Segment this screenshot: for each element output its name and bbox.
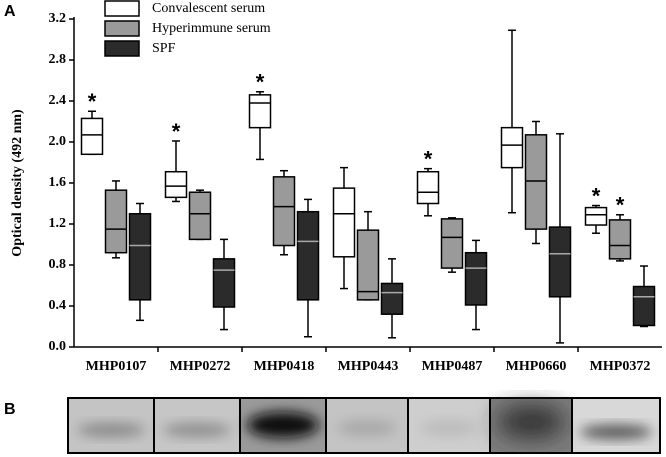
x-tick-label: MHP0372: [590, 359, 651, 374]
box: [524, 134, 548, 230]
y-tick-label: 2.8: [49, 52, 67, 67]
box: [332, 187, 356, 258]
significance-mark: *: [256, 70, 265, 95]
lane: [69, 399, 153, 452]
significance-mark: *: [616, 193, 625, 218]
box: [416, 170, 440, 205]
x-tick-label: MHP0418: [254, 359, 315, 374]
x-tick-label: MHP0487: [422, 359, 483, 374]
box: [440, 218, 464, 269]
box: [128, 213, 152, 301]
y-axis-label: Optical density (492 nm): [10, 109, 25, 257]
panel-label: B: [4, 401, 16, 418]
y-tick-label: 0.4: [49, 298, 67, 313]
box: [80, 117, 104, 156]
box: [356, 229, 380, 301]
box: [500, 126, 524, 169]
legend-label: SPF: [152, 41, 176, 56]
x-tick-label: MHP0443: [338, 359, 399, 374]
lane: [573, 399, 659, 452]
x-tick-label: MHP0107: [86, 359, 147, 374]
y-tick-label: 0.0: [49, 339, 67, 354]
lane: [409, 399, 489, 452]
y-tick-label: 2.0: [49, 134, 67, 149]
box: [188, 191, 212, 241]
legend-swatch: [104, 20, 140, 37]
legend-swatch: [104, 40, 140, 57]
box: [464, 251, 488, 306]
box: [248, 94, 272, 129]
lane: [491, 399, 571, 452]
x-tick-label: MHP0272: [170, 359, 231, 374]
y-tick-label: 2.4: [49, 93, 67, 108]
lane: [155, 399, 239, 452]
significance-mark: *: [592, 183, 601, 208]
significance-mark: *: [88, 89, 97, 114]
legend-label: Convalescent serum: [152, 1, 265, 16]
box: [296, 210, 320, 301]
legend-label: Hyperimmune serum: [152, 21, 271, 36]
significance-mark: *: [424, 146, 433, 171]
y-tick-label: 3.2: [49, 11, 67, 26]
box: [104, 189, 128, 254]
box: [548, 226, 572, 298]
lane: [327, 399, 407, 452]
legend-swatch: [104, 0, 140, 17]
box: [380, 282, 404, 315]
lane: [241, 399, 325, 452]
blot: [67, 397, 661, 454]
box: [608, 219, 632, 260]
box: [272, 176, 296, 247]
y-tick-label: 1.6: [49, 175, 67, 190]
box: [584, 206, 608, 226]
box: [164, 170, 188, 199]
box: [632, 285, 656, 327]
box: [212, 258, 236, 308]
x-tick-label: MHP0660: [506, 359, 567, 374]
y-tick-label: 1.2: [49, 216, 67, 231]
y-tick-label: 0.8: [49, 257, 67, 272]
significance-mark: *: [172, 119, 181, 144]
panel-label: A: [4, 3, 16, 20]
